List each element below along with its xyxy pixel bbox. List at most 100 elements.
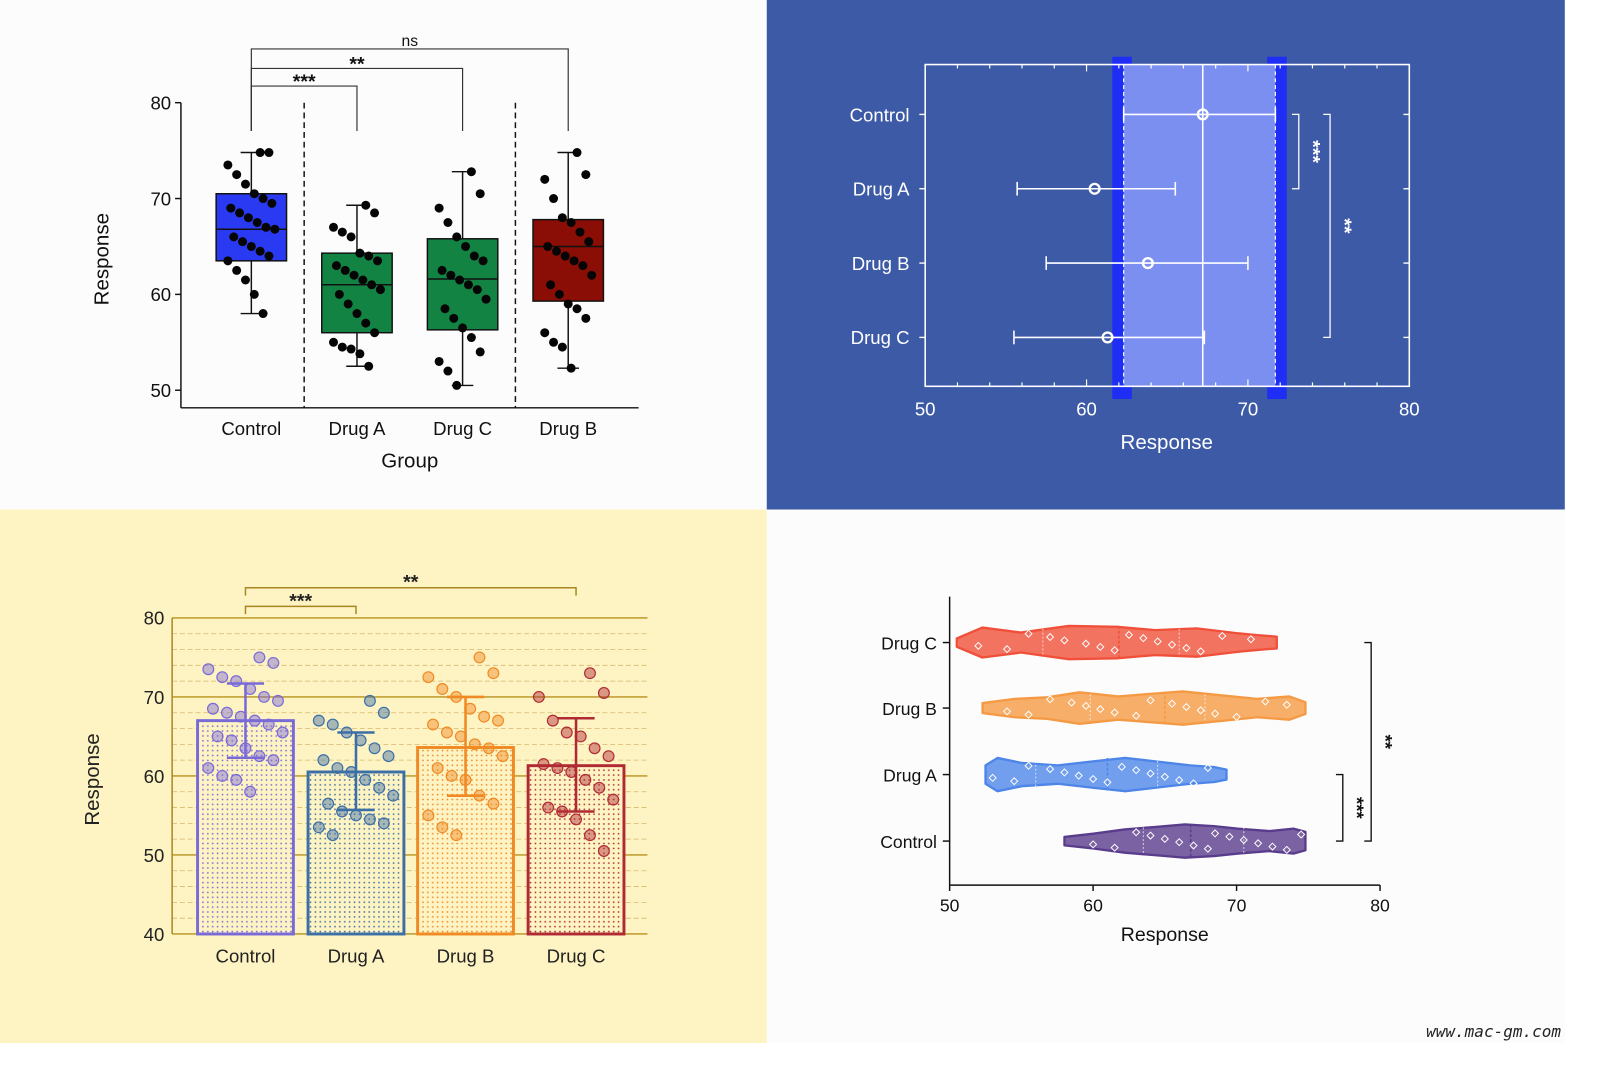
data-point [584,829,596,842]
data-point [240,179,250,189]
data-point [581,313,591,323]
data-point [481,294,491,304]
data-point [443,366,453,376]
box-iqr [426,238,499,331]
data-point [570,813,583,826]
data-point [1067,698,1076,707]
panel-forest: 50 60 70 80 Response Control Drug A Drug B Drug … [766,0,1565,510]
data-point [422,671,435,684]
data-point [446,270,456,280]
data-point [370,328,380,338]
data-point [364,251,374,261]
x-axis-label: Response [1121,924,1209,946]
data-point [597,687,610,699]
violin-drug-a [984,756,1228,793]
data-point [437,265,447,275]
data-point [1218,631,1227,641]
data-point [461,241,471,251]
data-point [258,309,268,319]
significance-label: *** [1347,797,1368,819]
data-point [549,337,559,347]
violin-control [1063,823,1307,859]
mean-marker [1141,257,1154,270]
chart-canvas: 50 60 70 80 Response Group Control Drug A Drug C… [0,0,1565,1043]
x-tick-label: Drug C [547,945,606,966]
data-point [326,829,339,842]
data-point [312,821,325,834]
data-point [336,805,349,818]
significance-bracket [244,605,357,615]
y-tick-label: Control [850,104,910,125]
data-point [216,769,229,782]
data-point [452,232,462,242]
x-tick-label: Drug C [433,418,492,439]
data-point [1124,630,1134,639]
data-point [988,773,997,782]
chart-root: 50 60 70 80 Response Group Control Drug A Drug C… [0,0,1565,1043]
data-point [367,280,377,290]
data-point [1060,636,1069,645]
data-point [575,227,585,237]
data-point [578,261,588,271]
significance-bracket [1335,773,1344,842]
data-point [258,194,268,204]
data-point [202,762,215,775]
data-point [584,667,596,680]
significance-label: ** [349,53,365,75]
data-point [1132,711,1141,720]
data-point [258,690,271,703]
data-point [1024,761,1033,770]
data-point [244,785,257,798]
x-tick-label: Drug B [437,945,495,966]
data-point [317,754,330,767]
bar-drug-a [306,694,406,936]
data-point [487,667,500,680]
data-point [331,762,344,775]
data-point [235,208,245,218]
data-point [230,773,243,786]
data-point [487,797,500,810]
x-tick-label: 80 [1370,895,1390,915]
data-point [1146,696,1155,705]
data-point [216,671,229,684]
panel-violin: 50 60 70 80 Response Drug C Drug B Drug A Contro… [766,509,1565,1043]
data-point [440,726,453,739]
data-point [1117,762,1126,771]
bar-drug-b [416,651,515,936]
violin-body [981,690,1307,726]
data-point [1160,772,1169,781]
x-tick-label: 70 [1227,895,1247,915]
data-point [458,323,468,333]
data-point [455,275,465,285]
data-point [436,821,449,834]
significance-label: ** [1333,218,1355,234]
data-point [482,742,495,755]
data-point [261,222,271,232]
data-point [340,265,350,275]
data-point [1232,712,1241,721]
data-point [566,217,576,227]
data-point [1002,707,1012,716]
data-point [1225,832,1234,841]
data-point [450,829,463,842]
data-point [1132,766,1141,775]
data-point [1210,709,1220,718]
data-point [326,718,339,731]
data-point [243,213,253,223]
y-axis-label: Response [91,213,114,305]
data-point [377,706,390,719]
x-tick-label: 80 [1399,399,1420,420]
data-point [328,337,338,347]
data-point [443,217,453,227]
data-point [1096,642,1105,652]
box-control [215,148,288,319]
data-point [1282,700,1291,709]
data-point [226,203,236,213]
data-point [1139,634,1148,643]
significance-label: *** [293,71,316,93]
y-axis-label: Response [81,733,104,825]
data-point [1103,778,1112,787]
data-point [1146,769,1155,778]
data-point [253,750,266,763]
data-point [264,251,274,261]
